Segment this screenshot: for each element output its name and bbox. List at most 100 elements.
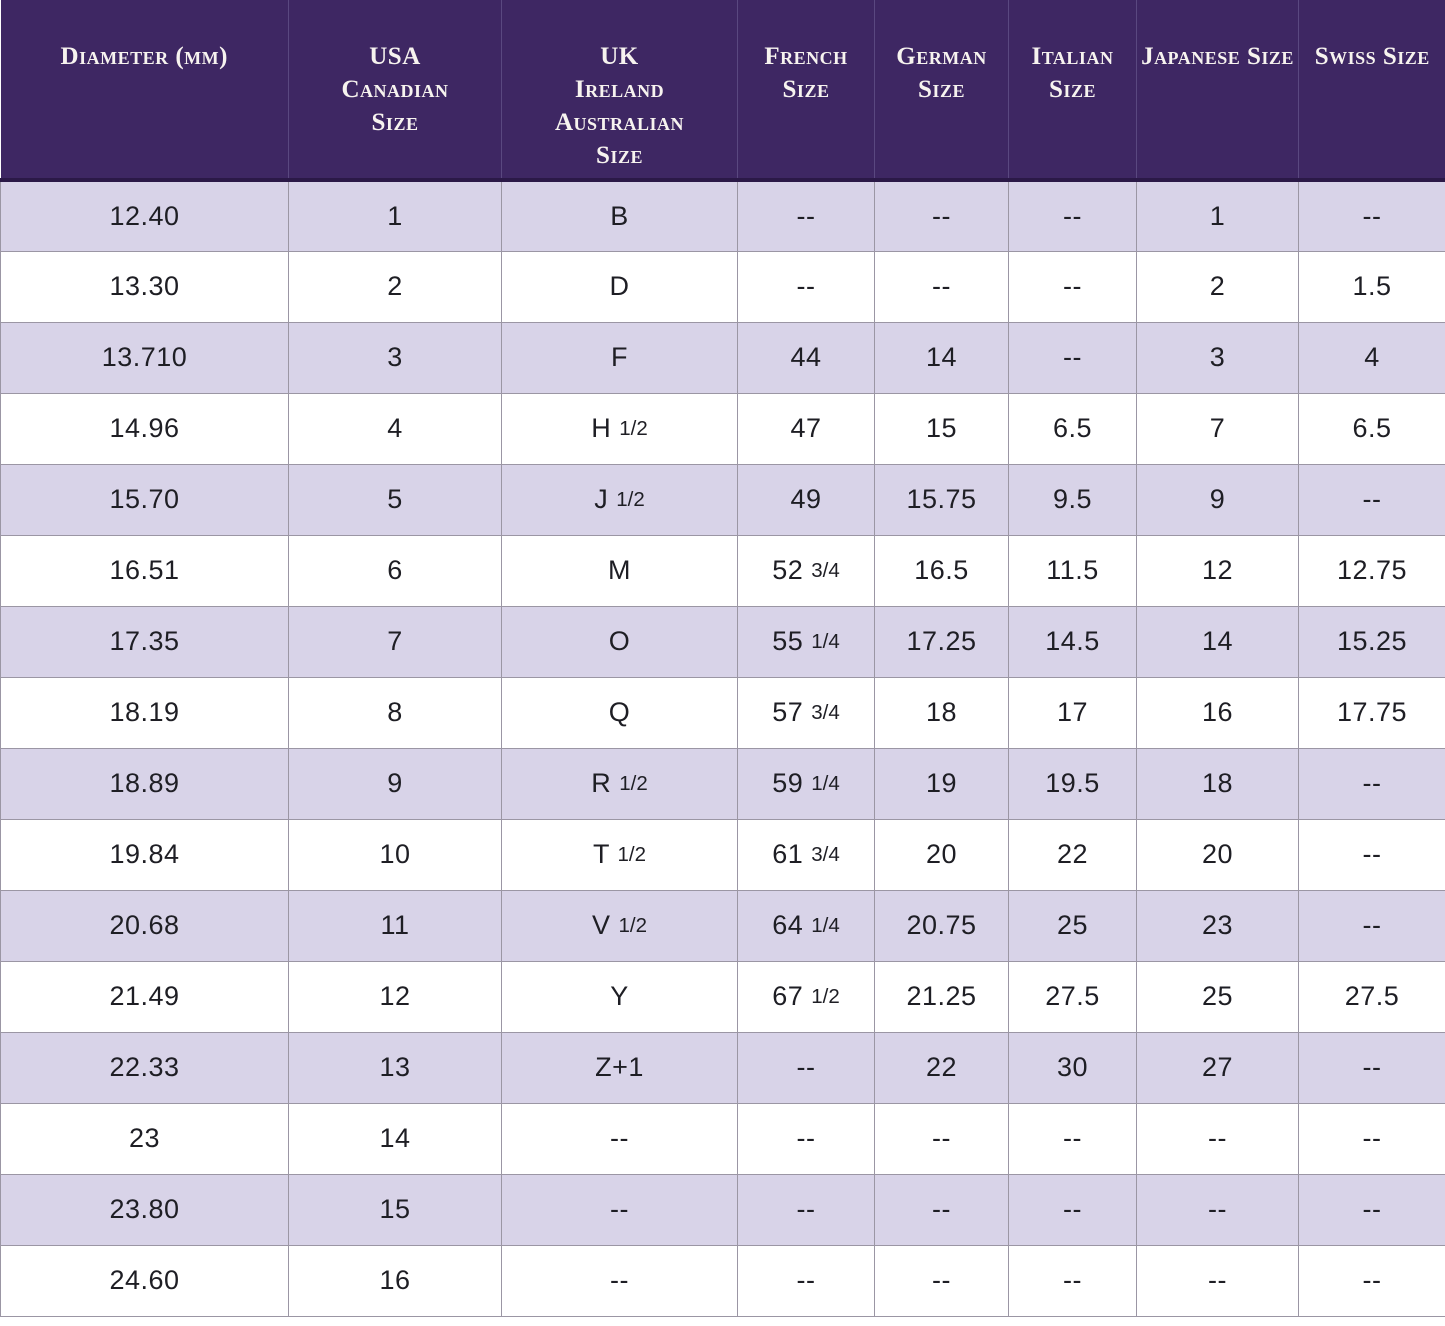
header-line: Diameter (mm): [60, 43, 228, 70]
header-line: Italian: [1031, 43, 1114, 70]
header-line: Size: [782, 76, 830, 103]
table-row: 20.68 11 V 1/2 64 1/4 20.75 25 23 --: [0, 889, 1445, 962]
cell-japanese-size: 23: [1136, 889, 1299, 962]
cell-japanese-size: 18: [1136, 747, 1299, 820]
header-line: UK: [600, 43, 639, 70]
table-body: 12.40 1 B -- -- -- 1 -- 13.30 2 D -- -- -- 2 1.5 13.710 3…: [0, 179, 1445, 1317]
cell-italian-size: 22: [1008, 818, 1137, 891]
cell-diameter-mm: 14.96: [0, 392, 289, 465]
header-row: Diameter (mm) USA Canadian Size UK Ireland Aus…: [0, 0, 1445, 182]
cell-french-size: 44: [737, 321, 875, 394]
header-line: Size: [596, 142, 643, 169]
fraction-part: 1/2: [619, 771, 648, 795]
cell-uk-ireland-australian-size: O: [501, 605, 738, 678]
table-row: 14.96 4 H 1/2 47 15 6.5 7 6.5: [0, 392, 1445, 465]
cell-uk-ireland-australian-size: --: [501, 1244, 738, 1317]
cell-japanese-size: 14: [1136, 605, 1299, 678]
cell-italian-size: --: [1008, 321, 1137, 394]
cell-french-size: 64 1/4: [737, 889, 875, 962]
fraction-part: 1/2: [619, 416, 648, 440]
cell-french-size: --: [737, 1173, 875, 1246]
cell-swiss-size: 6.5: [1298, 392, 1445, 465]
header-line: German: [896, 43, 987, 70]
cell-japanese-size: 20: [1136, 818, 1299, 891]
cell-french-size: 57 3/4: [737, 676, 875, 749]
column-header-italian-size: Italian Size: [1008, 0, 1137, 182]
cell-italian-size: 11.5: [1008, 534, 1137, 607]
cell-usa-canadian-size: 16: [288, 1244, 502, 1317]
cell-uk-ireland-australian-size: D: [501, 250, 738, 323]
cell-uk-ireland-australian-size: R 1/2: [501, 747, 738, 820]
fraction-part: 1/4: [811, 913, 840, 937]
cell-usa-canadian-size: 9: [288, 747, 502, 820]
fraction-part: 3/4: [811, 842, 840, 866]
cell-uk-ireland-australian-size: Y: [501, 960, 738, 1033]
cell-uk-ireland-australian-size: F: [501, 321, 738, 394]
cell-french-size: --: [737, 250, 875, 323]
cell-usa-canadian-size: 14: [288, 1102, 502, 1175]
cell-italian-size: --: [1008, 1102, 1137, 1175]
table-row: 23.80 15 -- -- -- -- -- --: [0, 1173, 1445, 1246]
cell-uk-ireland-australian-size: V 1/2: [501, 889, 738, 962]
cell-japanese-size: 25: [1136, 960, 1299, 1033]
cell-swiss-size: 15.25: [1298, 605, 1445, 678]
cell-swiss-size: --: [1298, 889, 1445, 962]
column-header-swiss-size: Swiss Size: [1298, 0, 1445, 182]
header-line: Australian: [554, 109, 685, 136]
cell-german-size: --: [874, 1244, 1009, 1317]
cell-italian-size: 27.5: [1008, 960, 1137, 1033]
cell-swiss-size: --: [1298, 463, 1445, 536]
cell-diameter-mm: 18.89: [0, 747, 289, 820]
cell-diameter-mm: 21.49: [0, 960, 289, 1033]
cell-italian-size: 19.5: [1008, 747, 1137, 820]
column-header-usa-canadian-size: USA Canadian Size: [288, 0, 502, 182]
cell-italian-size: 6.5: [1008, 392, 1137, 465]
cell-german-size: --: [874, 1173, 1009, 1246]
cell-japanese-size: 3: [1136, 321, 1299, 394]
cell-diameter-mm: 20.68: [0, 889, 289, 962]
cell-french-size: 52 3/4: [737, 534, 875, 607]
cell-swiss-size: 27.5: [1298, 960, 1445, 1033]
table-row: 21.49 12 Y 67 1/2 21.25 27.5 25 27.5: [0, 960, 1445, 1033]
table-row: 23 14 -- -- -- -- -- --: [0, 1102, 1445, 1175]
cell-french-size: --: [737, 1031, 875, 1104]
cell-usa-canadian-size: 11: [288, 889, 502, 962]
table-row: 18.89 9 R 1/2 59 1/4 19 19.5 18 --: [0, 747, 1445, 820]
cell-uk-ireland-australian-size: M: [501, 534, 738, 607]
cell-german-size: 21.25: [874, 960, 1009, 1033]
cell-uk-ireland-australian-size: J 1/2: [501, 463, 738, 536]
cell-german-size: 15: [874, 392, 1009, 465]
column-header-french-size: French Size: [737, 0, 875, 182]
cell-japanese-size: --: [1136, 1173, 1299, 1246]
header-line: Ireland: [574, 76, 665, 103]
cell-diameter-mm: 17.35: [0, 605, 289, 678]
fraction-part: 1/4: [811, 629, 840, 653]
cell-uk-ireland-australian-size: B: [501, 179, 738, 252]
cell-diameter-mm: 24.60: [0, 1244, 289, 1317]
cell-german-size: 22: [874, 1031, 1009, 1104]
table-header: Diameter (mm) USA Canadian Size UK Ireland Aus…: [0, 0, 1445, 182]
table-row: 13.710 3 F 44 14 -- 3 4: [0, 321, 1445, 394]
fraction-part: 1/2: [811, 984, 840, 1008]
header-line: French: [764, 43, 848, 70]
cell-swiss-size: --: [1298, 818, 1445, 891]
cell-uk-ireland-australian-size: T 1/2: [501, 818, 738, 891]
cell-diameter-mm: 18.19: [0, 676, 289, 749]
column-header-uk-ireland-australian-size: UK Ireland Australian Size: [501, 0, 738, 182]
header-line: Japanese Size: [1141, 43, 1294, 70]
fraction-part: 3/4: [811, 700, 840, 724]
table-row: 19.84 10 T 1/2 61 3/4 20 22 20 --: [0, 818, 1445, 891]
cell-italian-size: 14.5: [1008, 605, 1137, 678]
fraction-part: 1/2: [617, 842, 647, 866]
cell-swiss-size: --: [1298, 1244, 1445, 1317]
header-line: Size: [1049, 76, 1096, 103]
cell-italian-size: 25: [1008, 889, 1137, 962]
table-row: 24.60 16 -- -- -- -- -- --: [0, 1244, 1445, 1317]
cell-french-size: 55 1/4: [737, 605, 875, 678]
cell-uk-ireland-australian-size: --: [501, 1102, 738, 1175]
cell-japanese-size: --: [1136, 1102, 1299, 1175]
cell-german-size: 15.75: [874, 463, 1009, 536]
cell-japanese-size: 2: [1136, 250, 1299, 323]
cell-diameter-mm: 23.80: [0, 1173, 289, 1246]
cell-french-size: 59 1/4: [737, 747, 875, 820]
